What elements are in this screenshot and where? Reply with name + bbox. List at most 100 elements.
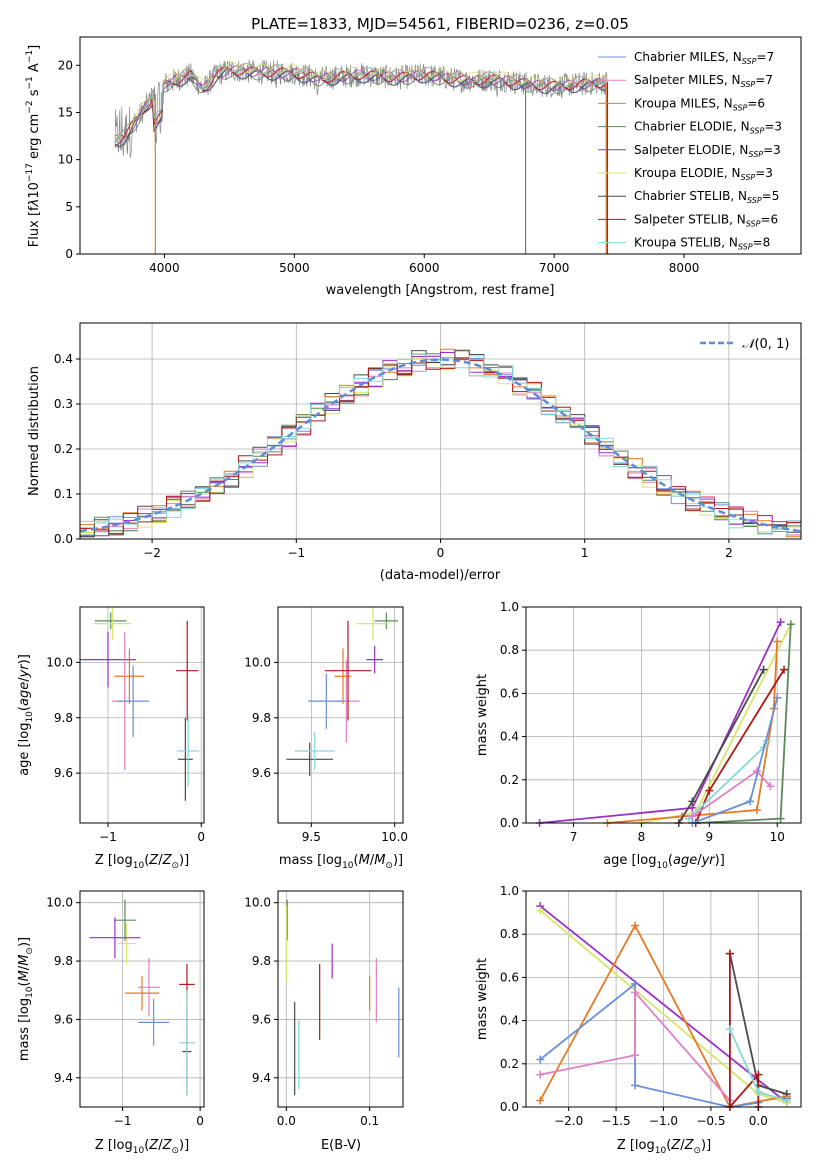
residuals-panel: −2 −1 0 1 2 0.0 0.1 0.2 0.3 0.4 (data-model)/erro… [27, 322, 802, 583]
errorbar-point [374, 612, 398, 630]
errorbar-point [124, 975, 160, 1011]
x-tick-label: 4000 [149, 261, 180, 275]
errorbar-point [308, 673, 345, 729]
weight-vs-age-ticks: 7 8 9 10 0.0 0.2 0.4 0.6 0.8 1.0 [500, 600, 785, 844]
model-spectrum-line [114, 61, 607, 138]
plus-marker [773, 693, 782, 702]
x-tick-label: 2 [725, 546, 733, 560]
residual-histogram-kroupa_stelib [79, 353, 801, 539]
mass-vs-z-ylabel: mass [log10(M/M⊙)] [17, 937, 35, 1061]
age-vs-mass-panel: 9.5 10.0 9.6 9.8 10.0 mass [log10(M/M⊙)] [244, 606, 408, 871]
weight-vs-age-ylabel: mass weight [475, 674, 490, 756]
normal-legend-label: 𝒩(0, 1) [742, 337, 789, 352]
legend-label: Salpeter STELIB, NSSP=6 [634, 212, 778, 228]
x-tick-label: 10.0 [381, 830, 408, 844]
plus-marker [631, 979, 640, 988]
weight-vs-age-axes-frame [525, 606, 802, 824]
mass-vs-ebv-ticks: 0.0 0.1 9.4 9.6 9.8 10.0 [244, 896, 379, 1128]
y-tick-label: 0.2 [500, 1057, 519, 1071]
errorbar-point [114, 648, 145, 704]
y-tick-label: 10.0 [46, 655, 73, 669]
y-tick-label: 10.0 [244, 655, 271, 669]
y-tick-label: 9.6 [54, 766, 73, 780]
errorbar-point [286, 742, 333, 776]
mass-vs-ebv-grid [278, 891, 403, 1107]
residuals-plot [79, 348, 802, 539]
legend-label: Chabrier MILES, NSSP=7 [634, 50, 774, 66]
plus-marker [536, 1096, 545, 1105]
y-tick-label: 9.8 [54, 711, 73, 725]
legend-label: Kroupa ELODIE, NSSP=3 [634, 166, 773, 182]
y-tick-label: 0.0 [500, 816, 519, 830]
plus-marker [725, 949, 734, 958]
errorbar-point [294, 731, 335, 771]
spectrum-legend: Chabrier MILES, NSSP=7 Salpeter MILES, NS… [598, 50, 782, 252]
y-tick-label: 0.6 [500, 970, 519, 984]
plus-marker [631, 1051, 640, 1060]
errorbar-point [94, 612, 127, 630]
plus-marker [776, 618, 785, 627]
x-tick-label: 9.5 [302, 830, 321, 844]
y-tick-label: 1.0 [500, 884, 519, 898]
spectrum-xlabel: wavelength [Angstrom, rest frame] [326, 283, 555, 298]
weight-vs-age-plot [535, 618, 795, 827]
plus-marker [773, 637, 782, 646]
errorbar-point [356, 607, 390, 641]
x-tick-label: 0 [196, 1114, 204, 1128]
errorbar-point [80, 631, 136, 688]
y-tick-label: 9.4 [54, 1071, 73, 1085]
legend-label: Chabrier STELIB, NSSP=5 [634, 189, 779, 205]
weight-vs-age-xlabel: age [log10(age/yr)] [603, 853, 725, 871]
residuals-ylabel: Normed distribution [27, 366, 42, 496]
errorbar-point [138, 999, 170, 1046]
legend-label: Kroupa STELIB, NSSP=8 [634, 236, 770, 252]
weight-series-salpeter_elodie [535, 618, 785, 827]
residuals-ticks: −2 −1 0 1 2 0.0 0.1 0.2 0.3 0.4 [54, 352, 733, 560]
x-tick-label: −1 [99, 830, 117, 844]
plus-marker [759, 665, 768, 674]
x-tick-label: 8 [638, 830, 646, 844]
plus-marker [631, 988, 640, 997]
legend-label: Chabrier ELODIE, NSSP=3 [634, 120, 782, 136]
errorbar-point [366, 645, 383, 674]
age-vs-mass-ticks: 9.5 10.0 9.6 9.8 10.0 [244, 655, 408, 844]
plus-marker [752, 806, 761, 815]
age-vs-mass-xlabel: mass [log10(M/M⊙)] [279, 853, 403, 871]
spectrum-axes-frame [79, 36, 802, 255]
mass-vs-z-panel: −1 0 9.4 9.6 9.8 10.0 Z [log10(Z/Z⊙)] mass [l… [17, 890, 205, 1156]
x-tick-label: −1.0 [649, 1114, 678, 1128]
errorbar-point [334, 648, 352, 704]
weight-line [540, 990, 731, 1102]
x-tick-label: −2 [143, 546, 161, 560]
errorbar-point [89, 917, 141, 959]
x-tick-label: 7 [570, 830, 578, 844]
y-tick-label: 10 [58, 153, 73, 167]
plus-marker [754, 1070, 763, 1079]
plus-marker [725, 1025, 734, 1034]
weight-vs-z-xlabel: Z [log10(Z/Z⊙)] [617, 1138, 711, 1156]
mass-vs-ebv-panel: 0.0 0.1 9.4 9.6 9.8 10.0 E(B-V) [244, 890, 404, 1153]
y-tick-label: 0.4 [54, 352, 73, 366]
y-tick-label: 10.0 [46, 896, 73, 910]
age-vs-z-ticks: −1 0 9.6 9.8 10.0 [46, 655, 205, 844]
x-tick-label: 6000 [409, 261, 440, 275]
y-tick-label: 0.0 [54, 532, 73, 546]
age-vs-z-axes-frame [79, 606, 205, 824]
x-tick-label: 8000 [669, 261, 700, 275]
age-vs-z-plot [80, 607, 200, 801]
weight-vs-z-ticks: −2.0 −1.5 −1.0 −0.5 0.0 0.0 0.2 0.4 0.6 0.8 1.0 [500, 884, 768, 1128]
errorbar-point [114, 899, 136, 941]
mass-vs-ebv-axes-frame [277, 890, 404, 1108]
weight-vs-z-panel: −2.0 −1.5 −1.0 −0.5 0.0 0.0 0.2 0.4 0.6 0.8 1.0 Z … [475, 884, 802, 1156]
errorbar-point [117, 923, 136, 964]
y-tick-label: 9.8 [54, 954, 73, 968]
y-tick-label: 9.8 [252, 954, 271, 968]
plus-marker [631, 921, 640, 930]
weight-vs-z-plot [536, 902, 791, 1111]
y-tick-label: 0.3 [54, 397, 73, 411]
y-tick-label: 9.6 [252, 1012, 271, 1026]
plus-marker [786, 620, 795, 629]
age-vs-mass-plot [286, 607, 398, 776]
model-spectrum-line [115, 66, 607, 146]
